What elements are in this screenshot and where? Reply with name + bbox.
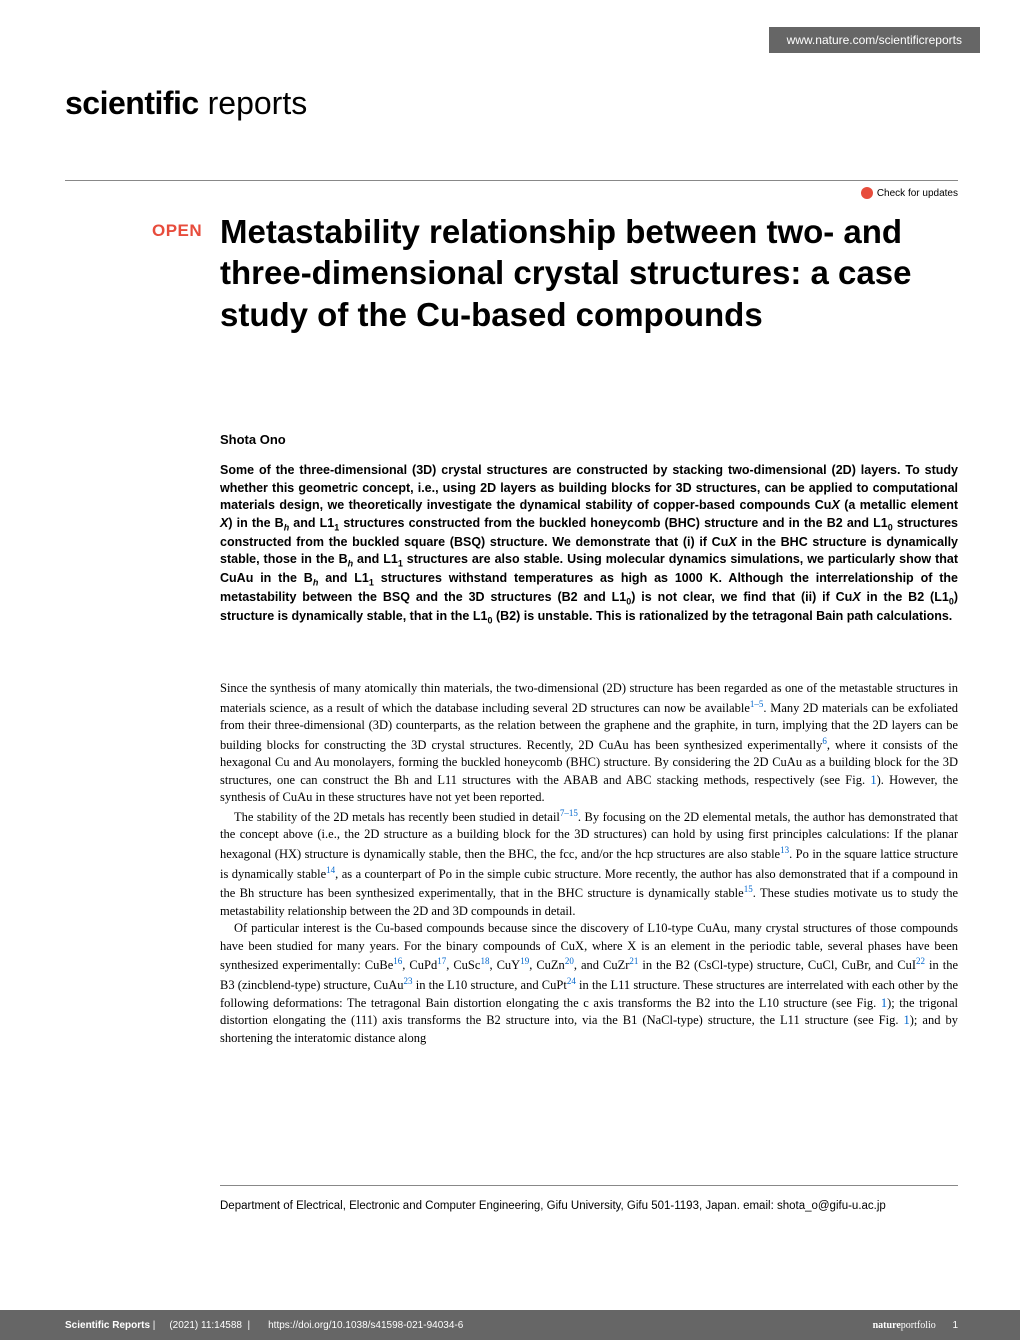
body-text: Since the synthesis of many atomically t…: [220, 680, 958, 1047]
ref-link[interactable]: 1–5: [750, 699, 764, 709]
open-access-badge: OPEN: [152, 221, 202, 241]
logo-bold: scientific: [65, 85, 199, 121]
check-updates-label: Check for updates: [877, 188, 958, 199]
article-title: Metastability relationship between two- …: [220, 211, 958, 335]
ref-link[interactable]: 14: [326, 865, 335, 875]
page-footer: Scientific Reports | (2021) 11:14588 | h…: [0, 1310, 1020, 1340]
author-name: Shota Ono: [220, 432, 286, 447]
check-updates-icon: [861, 187, 873, 199]
footer-journal: Scientific Reports: [65, 1320, 150, 1331]
ref-link[interactable]: 20: [565, 956, 574, 966]
ref-link[interactable]: 7–15: [560, 808, 578, 818]
page-number: 1: [952, 1320, 958, 1331]
affiliation-text: Department of Electrical, Electronic and…: [220, 1198, 958, 1215]
journal-logo: scientific reports: [65, 85, 307, 122]
footer-left: Scientific Reports | (2021) 11:14588 | h…: [65, 1320, 463, 1331]
ref-link[interactable]: 15: [744, 884, 753, 894]
header-rule: [65, 180, 958, 181]
ref-link[interactable]: 23: [404, 976, 413, 986]
ref-link[interactable]: 16: [393, 956, 402, 966]
paragraph-1: Since the synthesis of many atomically t…: [220, 680, 958, 807]
publisher-logo: natureportfolio: [873, 1320, 936, 1331]
ref-link[interactable]: 17: [437, 956, 446, 966]
logo-light: reports: [199, 85, 307, 121]
footer-doi[interactable]: https://doi.org/10.1038/s41598-021-94034…: [268, 1320, 463, 1331]
check-updates-button[interactable]: Check for updates: [861, 187, 958, 199]
ref-link[interactable]: 13: [780, 845, 789, 855]
ref-link[interactable]: 22: [916, 956, 925, 966]
footer-right: natureportfolio 1: [873, 1320, 958, 1331]
ref-link[interactable]: 19: [520, 956, 529, 966]
header-url-bar: www.nature.com/scientificreports: [769, 27, 980, 53]
affiliation-rule: [220, 1185, 958, 1186]
ref-link[interactable]: 24: [567, 976, 576, 986]
site-url: www.nature.com/scientificreports: [787, 33, 962, 47]
abstract-text: Some of the three-dimensional (3D) cryst…: [220, 462, 958, 627]
paragraph-3: Of particular interest is the Cu-based c…: [220, 920, 958, 1047]
footer-citation: (2021) 11:14588: [169, 1320, 242, 1331]
paragraph-2: The stability of the 2D metals has recen…: [220, 807, 958, 921]
